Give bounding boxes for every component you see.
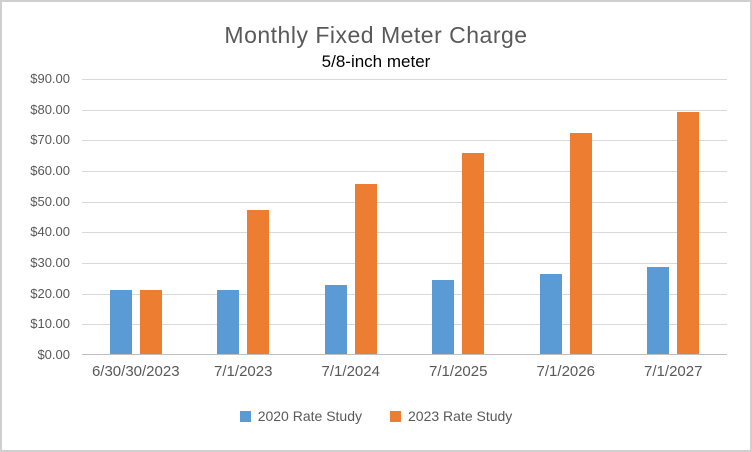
bar-group xyxy=(405,79,513,354)
x-tick-label: 7/1/2026 xyxy=(536,363,595,380)
bar-group xyxy=(190,79,298,354)
bar-2020-rate-study xyxy=(647,266,670,354)
chart-title: Monthly Fixed Meter Charge xyxy=(224,22,528,48)
legend-label: 2023 Rate Study xyxy=(408,408,513,424)
bar-2023-rate-study xyxy=(462,153,485,354)
gridline xyxy=(82,232,727,234)
gridline xyxy=(82,79,727,80)
x-tick-label: 7/1/2025 xyxy=(429,363,488,380)
legend-entry: 2020 Rate Study xyxy=(239,408,362,424)
gridline xyxy=(82,293,727,295)
bar-group xyxy=(512,79,620,354)
y-tick-label: $20.00 xyxy=(30,285,70,301)
x-tick-label: 6/30/30/2023 xyxy=(91,363,180,380)
y-tick-label: $50.00 xyxy=(30,193,70,209)
bar-group xyxy=(82,79,190,354)
bar-2020-rate-study xyxy=(324,285,347,354)
bar-2023-rate-study xyxy=(677,111,700,354)
bar-2023-rate-study xyxy=(247,209,270,354)
x-tick-label: 7/1/2027 xyxy=(644,363,703,380)
y-tick-label: $80.00 xyxy=(30,101,70,117)
y-axis: $90.00 $80.00 $70.00 $60.00 $50.00 $40.00 $30.… xyxy=(2,2,70,450)
y-tick-label: $40.00 xyxy=(30,224,70,240)
bar-2020-rate-study xyxy=(539,273,562,354)
bar-2023-rate-study xyxy=(354,183,377,354)
x-axis: 6/30/30/2023 7/1/2023 7/1/2024 7/1/2025 7/1/… xyxy=(82,363,727,380)
bar-group xyxy=(620,79,728,354)
bar-groups xyxy=(82,79,727,354)
gridline xyxy=(82,140,727,142)
y-tick-label: $60.00 xyxy=(30,163,70,178)
y-tick-label: $90.00 xyxy=(30,71,70,86)
legend-entry: 2023 Rate Study xyxy=(390,408,512,424)
y-tick-label: $0.00 xyxy=(37,347,70,362)
plot-area xyxy=(82,79,727,355)
bar-2023-rate-study xyxy=(569,133,592,354)
gridline xyxy=(82,109,727,111)
bar-group xyxy=(297,79,405,354)
chart-subtitle: 5/8-inch meter xyxy=(321,52,431,71)
x-tick-label: 7/1/2023 xyxy=(214,363,273,380)
gridline xyxy=(82,324,727,326)
legend: 2020 Rate Study 2023 Rate Study xyxy=(2,408,750,424)
bar-2020-rate-study xyxy=(109,289,132,354)
y-tick-label: $10.00 xyxy=(30,316,70,332)
y-tick-label: $70.00 xyxy=(30,132,70,148)
legend-label: 2020 Rate Study xyxy=(257,408,362,424)
legend-swatch-icon xyxy=(390,410,401,422)
gridline xyxy=(82,263,727,264)
bar-2020-rate-study xyxy=(432,280,455,354)
bar-2023-rate-study xyxy=(139,289,162,354)
y-tick-label: $30.00 xyxy=(30,255,70,270)
gridline xyxy=(82,171,727,172)
gridline xyxy=(82,201,727,203)
x-tick-label: 7/1/2024 xyxy=(321,363,380,380)
legend-swatch-icon xyxy=(239,410,251,422)
bar-2020-rate-study xyxy=(217,289,240,354)
